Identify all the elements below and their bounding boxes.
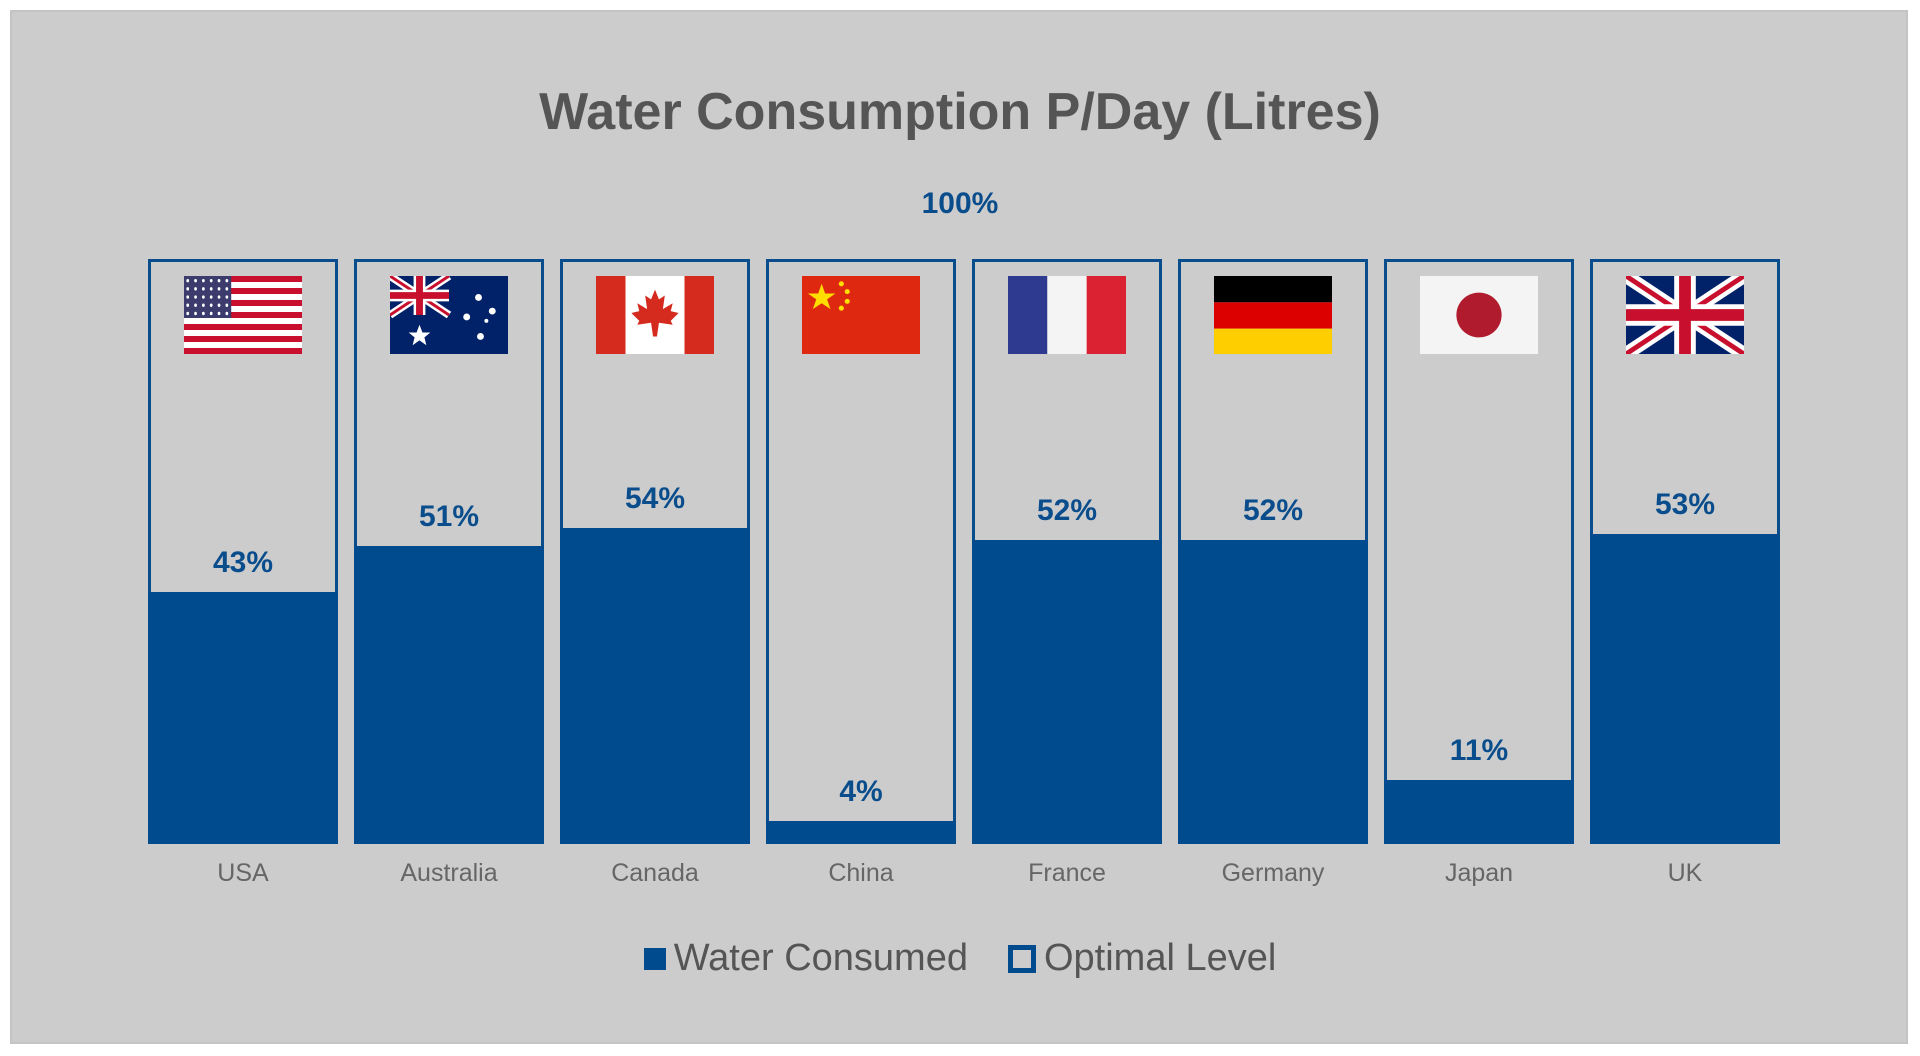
france-flag-icon	[1008, 276, 1126, 354]
value-label-france: 52%	[1036, 493, 1098, 527]
value-label-germany: 52%	[1242, 493, 1304, 527]
value-label-japan: 11%	[1449, 733, 1509, 767]
china-flag-icon	[802, 276, 920, 354]
legend-swatch-optimal-level	[1007, 944, 1036, 973]
water-consumed-bar-australia	[354, 545, 544, 844]
germany-flag-icon	[1214, 276, 1332, 354]
japan-flag-icon	[1420, 276, 1538, 354]
value-label-usa: 43%	[212, 546, 274, 580]
value-label-uk: 53%	[1654, 487, 1716, 521]
usa-flag-icon	[184, 276, 302, 354]
category-label-uk: UK	[1667, 859, 1703, 887]
water-consumed-bar-uk	[1590, 533, 1780, 844]
category-label-japan: Japan	[1444, 859, 1514, 887]
water-consumed-bar-germany	[1178, 539, 1368, 844]
water-consumed-bar-china	[766, 820, 956, 844]
category-label-australia: Australia	[400, 859, 498, 887]
value-label-canada: 54%	[624, 482, 686, 516]
reference-label: 100%	[921, 187, 999, 220]
legend-swatch-water-consumed	[643, 947, 666, 970]
legend-label-optimal-level: Optimal Level	[1043, 937, 1277, 979]
canada-flag-icon	[596, 276, 714, 354]
legend-label-water-consumed: Water Consumed	[673, 937, 968, 979]
category-label-canada: Canada	[611, 859, 699, 887]
legend-item-optimal-level: Optimal Level	[1007, 937, 1277, 980]
water-consumed-bar-france	[972, 539, 1162, 844]
water-consumed-bar-canada	[560, 528, 750, 844]
chart-title: Water Consumption P/Day (Litres)	[539, 83, 1381, 141]
uk-flag-icon	[1626, 276, 1744, 354]
legend-item-water-consumed: Water Consumed	[643, 937, 968, 980]
category-label-germany: Germany	[1221, 859, 1325, 887]
category-label-france: France	[1028, 859, 1106, 887]
value-label-china: 4%	[839, 774, 883, 808]
category-label-usa: USA	[217, 859, 269, 887]
category-label-china: China	[828, 859, 894, 887]
value-label-australia: 51%	[418, 499, 480, 533]
water-consumed-bar-japan	[1384, 779, 1574, 844]
chart-legend: Water Consumed Optimal Level	[0, 937, 1920, 980]
water-consumed-bar-usa	[148, 592, 338, 844]
australia-flag-icon	[390, 276, 508, 354]
